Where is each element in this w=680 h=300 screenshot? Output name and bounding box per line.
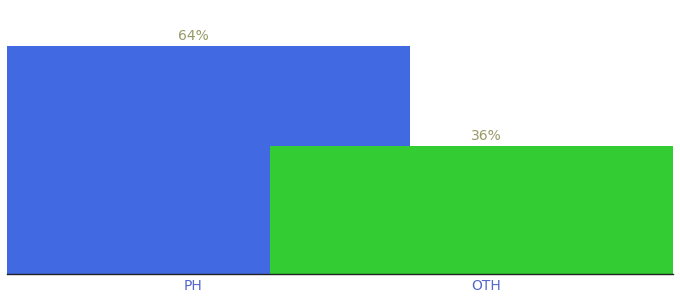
Bar <box>270 146 680 274</box>
Bar <box>0 46 410 274</box>
Text: 36%: 36% <box>471 129 502 143</box>
Text: 64%: 64% <box>178 29 209 43</box>
